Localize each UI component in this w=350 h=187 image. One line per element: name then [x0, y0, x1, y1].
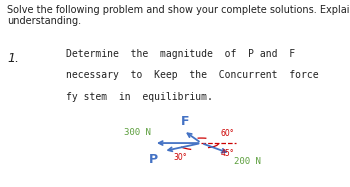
Text: necessary  to  Keep  the  Concurrent  force: necessary to Keep the Concurrent force: [66, 70, 319, 80]
Text: Determine  the  magnitude  of  P and  F: Determine the magnitude of P and F: [66, 49, 296, 59]
Text: 200 N: 200 N: [234, 157, 261, 166]
Text: 45°: 45°: [220, 149, 234, 158]
Text: 300 N: 300 N: [124, 128, 150, 137]
Text: understanding.: understanding.: [7, 16, 81, 26]
Text: 1.: 1.: [7, 52, 19, 65]
Text: P: P: [149, 153, 158, 166]
Text: Solve the following problem and show your complete solutions. Explain your answe: Solve the following problem and show you…: [7, 5, 350, 15]
Text: 30°: 30°: [174, 153, 187, 162]
Text: F: F: [181, 115, 190, 128]
Text: fy stem  in  equilibrium.: fy stem in equilibrium.: [66, 92, 214, 102]
Text: 60°: 60°: [220, 129, 234, 138]
